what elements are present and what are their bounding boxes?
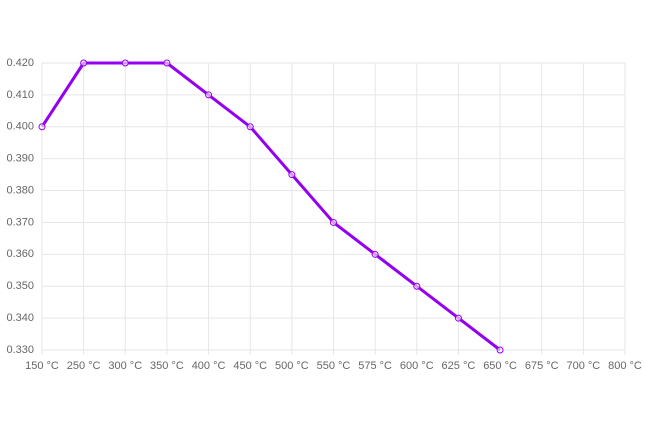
x-tick-label: 700 °C (566, 360, 600, 372)
x-tick-label: 600 °C (400, 360, 434, 372)
y-tick-label: 0.330 (6, 344, 34, 356)
data-point (288, 171, 296, 179)
y-tick-label: 0.380 (6, 184, 34, 196)
x-tick-label: 550 °C (317, 360, 351, 372)
y-tick-label: 0.400 (6, 121, 34, 133)
data-point (330, 218, 337, 226)
data-point (413, 282, 421, 290)
y-tick-label: 0.390 (6, 153, 34, 165)
x-tick-label: 250 °C (67, 360, 101, 372)
y-tick-label: 0.340 (6, 312, 34, 324)
x-tick-label: 300 °C (108, 360, 142, 372)
y-tick-label: 0.420 (6, 57, 34, 69)
x-tick-label: 800 °C (608, 360, 642, 372)
x-tick-label: 350 °C (150, 360, 184, 372)
data-point (496, 346, 504, 354)
data-point (163, 59, 171, 67)
data-line (40, 61, 501, 352)
y-tick-label: 0.360 (6, 248, 34, 260)
x-tick-label: 150 °C (25, 360, 59, 372)
data-point (371, 250, 379, 258)
data-point (246, 123, 254, 131)
x-tick-label: 650 °C (483, 360, 517, 372)
x-tick-label: 500 °C (275, 360, 309, 372)
data-point (121, 59, 129, 67)
data-point (38, 123, 46, 131)
x-tick-label: 575 °C (358, 360, 392, 372)
data-point (80, 59, 88, 67)
y-tick-label: 0.410 (6, 89, 34, 101)
data-point (454, 314, 462, 322)
x-tick-label: 675 °C (525, 360, 559, 372)
data-point (205, 91, 213, 99)
x-tick-label: 625 °C (442, 360, 476, 372)
x-tick-label: 450 °C (233, 360, 267, 372)
x-tick-label: 400 °C (192, 360, 226, 372)
y-tick-label: 0.350 (6, 280, 34, 292)
y-tick-label: 0.370 (6, 216, 34, 228)
